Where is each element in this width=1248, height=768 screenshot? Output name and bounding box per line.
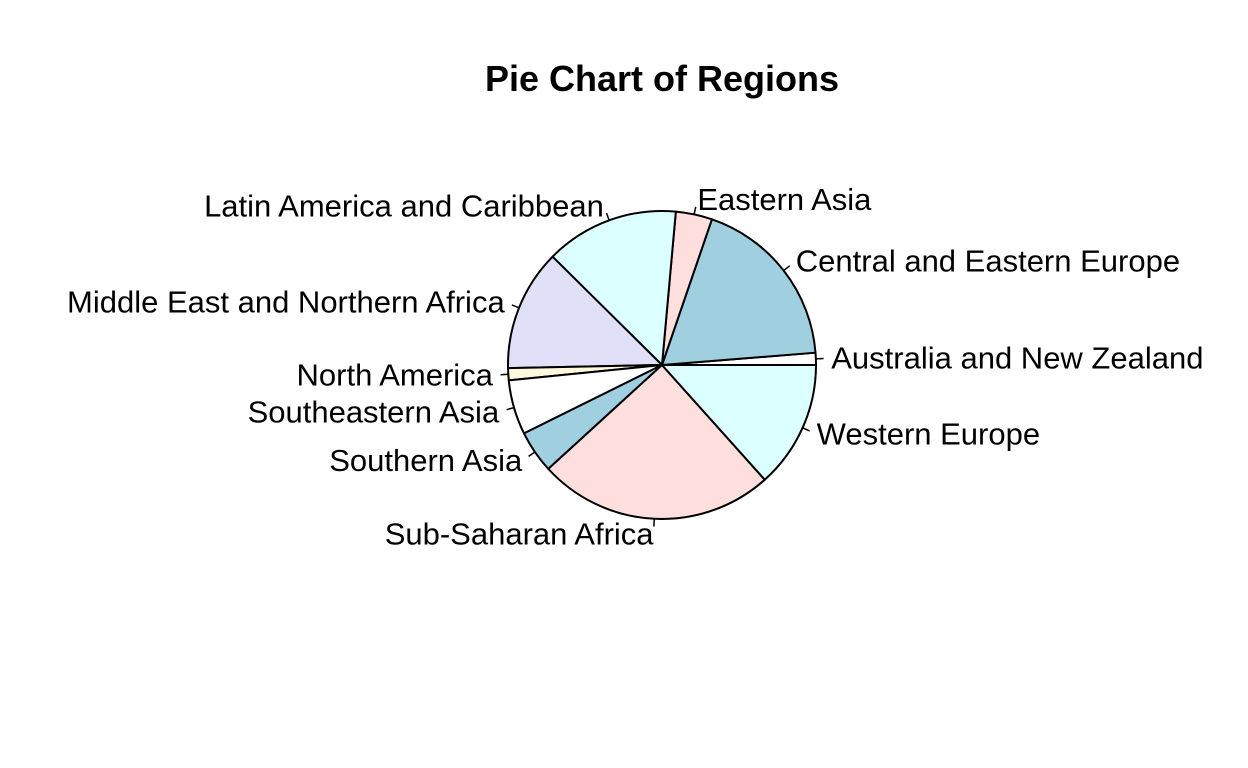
slice-label-tick [605, 212, 610, 221]
slice-label-tick [802, 427, 810, 432]
slice-label: Latin America and Caribbean [204, 188, 604, 223]
slice-label-tick [693, 206, 697, 215]
slice-label: Eastern Asia [697, 182, 872, 217]
slice-label: Australia and New Zealand [831, 341, 1203, 376]
slice-label: Middle East and Northern Africa [67, 285, 505, 320]
slice-label-tick [511, 304, 520, 309]
pie-slice [661, 364, 817, 481]
slice-label: Sub-Saharan Africa [385, 517, 655, 552]
slice-label-tick [506, 406, 515, 411]
slice-label-tick [783, 265, 791, 272]
slice-label: Southern Asia [329, 443, 523, 478]
chart-title: Pie Chart of Regions [484, 58, 840, 99]
slice-label-tick [528, 451, 536, 457]
slice-label: Western Europe [817, 417, 1040, 452]
slice-label: Central and Eastern Europe [796, 244, 1180, 279]
pie-slice [547, 364, 766, 520]
slice-label: Southeastern Asia [248, 394, 500, 429]
slice-label: North America [297, 358, 494, 393]
